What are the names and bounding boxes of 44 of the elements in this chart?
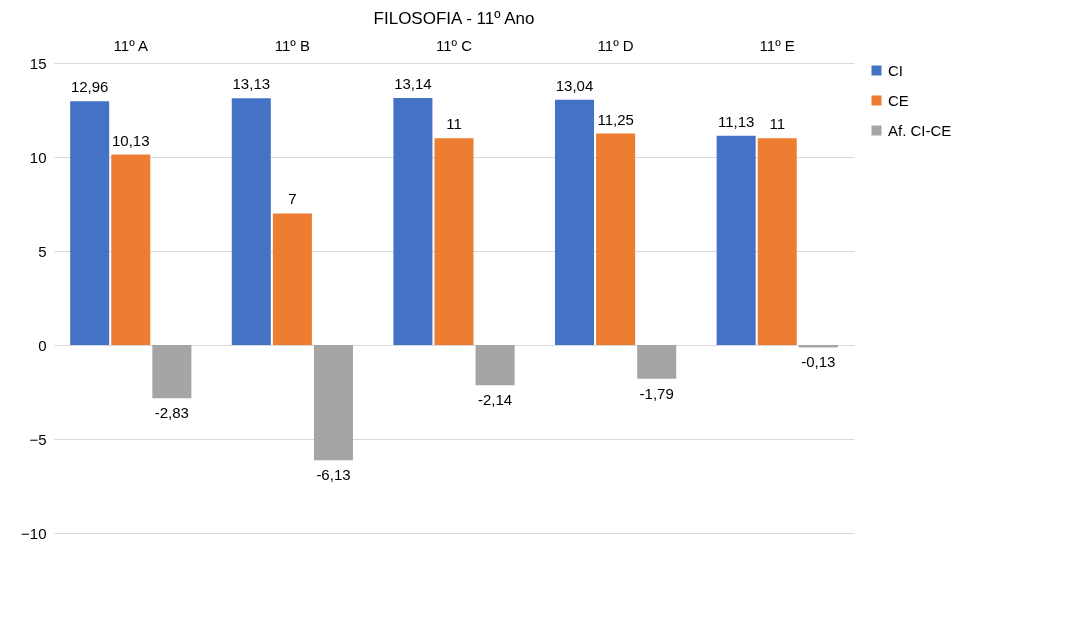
bar [111,154,151,345]
data-label: 11 [769,115,786,133]
legend-label: Af. CI-CE [888,121,952,139]
data-label: -0,13 [801,353,836,371]
y-tick-label: 10 [29,148,47,166]
bar [231,98,271,345]
x-tick-label: 11º C [435,36,473,54]
data-label: -6,13 [316,466,351,484]
y-tick-label: −10 [21,524,47,542]
x-tick-label: 11º A [113,36,148,54]
y-tick-label: 0 [38,336,47,354]
data-label: 11,13 [717,112,755,130]
data-label: -2,14 [477,391,513,409]
x-tick-label: 11º E [759,36,795,54]
data-label: 12,96 [70,78,109,96]
x-tick-label: 11º B [274,36,310,54]
legend-label: CI [888,61,903,79]
data-label: 11,25 [597,110,634,128]
data-label: 11 [446,115,462,133]
bar [272,213,312,345]
data-label: 10,13 [111,131,150,149]
chart-title: FILOSOFIA - 11º Ano [373,9,535,28]
bar [637,345,677,379]
bar [70,101,110,345]
bar [152,345,192,399]
data-label: -2,83 [154,404,189,422]
data-label: 13,04 [555,76,594,94]
y-tick-label: 15 [29,54,47,72]
bar [555,99,595,345]
bar [313,345,353,461]
data-label: 13,13 [232,75,271,93]
bar [757,138,797,345]
bar [393,97,433,345]
y-tick-label: −5 [29,430,47,448]
y-tick-label: 5 [38,242,47,260]
bar [596,133,636,345]
bar [475,345,515,386]
bar [716,135,756,345]
data-label: 7 [288,190,297,208]
legend-label: CE [888,91,909,109]
data-label: 13,14 [394,74,432,92]
x-tick-label: 11º D [597,36,634,54]
data-label: -1,79 [639,384,674,402]
bar [434,138,474,345]
